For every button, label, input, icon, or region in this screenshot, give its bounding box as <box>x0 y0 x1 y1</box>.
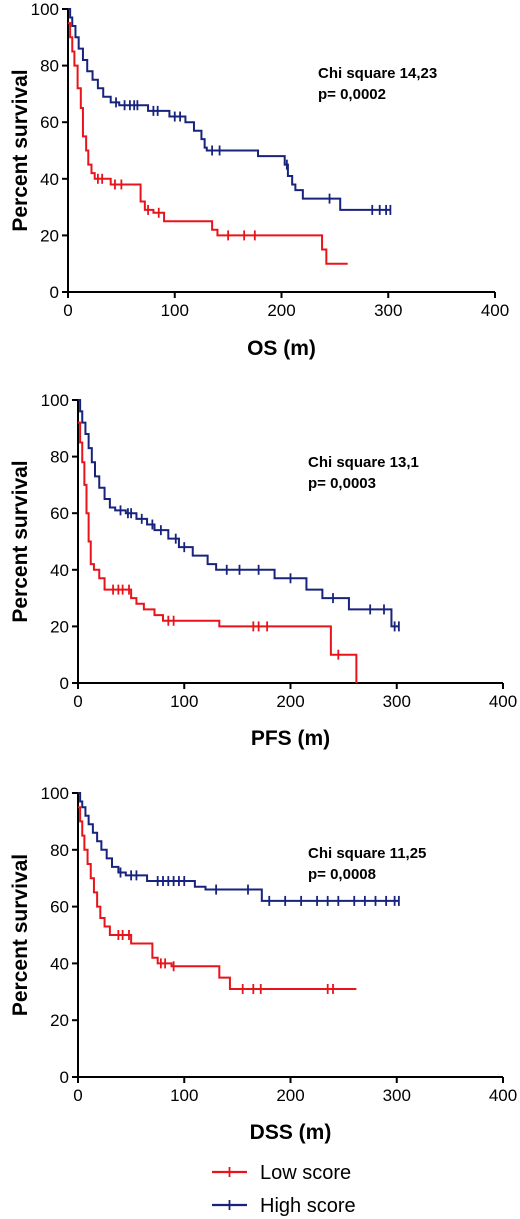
y-axis-label: Percent survival <box>9 460 32 622</box>
x-tick-label: 300 <box>383 1086 411 1105</box>
x-axis-label: DSS (m) <box>250 1121 332 1144</box>
y-tick-label: 60 <box>50 898 69 917</box>
series-line-high-score <box>78 399 399 628</box>
x-tick-label: 100 <box>170 692 198 711</box>
x-tick-label: 200 <box>267 301 295 320</box>
y-tick-label: 40 <box>50 561 69 580</box>
y-axis-label: Percent survival <box>9 854 32 1016</box>
x-tick-label: 300 <box>383 692 411 711</box>
x-tick-label: 400 <box>489 1086 517 1105</box>
x-tick-label: 300 <box>374 301 402 320</box>
chart-panel-2: 0 20 40 60 80 100 0 100 200 300 400 PFS (m) Percent … <box>9 391 517 750</box>
series-line-low-score <box>78 806 357 990</box>
chart-panel-1: 0 20 40 60 80 100 0 100 200 300 400 OS (m) Percent s… <box>9 0 509 360</box>
series-line-low-score <box>68 22 348 265</box>
y-tick-label: 100 <box>41 391 69 410</box>
x-tick-label: 400 <box>489 692 517 711</box>
legend-label: Low score <box>260 1162 351 1184</box>
stat-annotation: p= 0,0008 <box>308 866 376 883</box>
y-tick-label: 20 <box>50 1011 69 1030</box>
y-tick-label: 100 <box>31 0 59 19</box>
x-axis-label: PFS (m) <box>251 727 330 750</box>
y-tick-label: 100 <box>41 784 69 803</box>
x-tick-label: 0 <box>63 301 72 320</box>
series-line-low-score <box>78 421 358 683</box>
legend: Low score High score <box>212 1162 356 1217</box>
y-tick-label: 0 <box>50 283 59 302</box>
legend-label: High score <box>260 1195 356 1217</box>
y-tick-label: 80 <box>50 841 69 860</box>
x-tick-label: 100 <box>170 1086 198 1105</box>
y-tick-label: 40 <box>40 170 59 189</box>
x-tick-label: 0 <box>73 692 82 711</box>
stat-annotation: Chi square 14,23 <box>318 65 437 82</box>
y-tick-label: 60 <box>50 504 69 523</box>
x-tick-label: 0 <box>73 1086 82 1105</box>
x-tick-label: 100 <box>161 301 189 320</box>
stat-annotation: Chi square 11,25 <box>308 845 426 862</box>
series-line-high-score <box>78 792 399 902</box>
y-tick-label: 20 <box>50 617 69 636</box>
stat-annotation: p= 0,0003 <box>308 475 376 492</box>
y-tick-label: 60 <box>40 113 59 132</box>
series-line-high-score <box>68 8 391 211</box>
stat-annotation: p= 0,0002 <box>318 86 386 103</box>
y-axis-label: Percent survival <box>9 69 32 231</box>
x-tick-label: 200 <box>276 1086 304 1105</box>
stat-annotation: Chi square 13,1 <box>308 454 419 471</box>
x-tick-label: 400 <box>481 301 509 320</box>
y-tick-label: 0 <box>60 674 69 693</box>
y-tick-label: 0 <box>60 1068 69 1087</box>
y-tick-label: 80 <box>40 57 59 76</box>
y-tick-label: 80 <box>50 448 69 467</box>
chart-panel-3: 0 20 40 60 80 100 0 100 200 300 400 DSS (m) Percent … <box>9 784 517 1144</box>
y-tick-label: 40 <box>50 954 69 973</box>
x-tick-label: 200 <box>276 692 304 711</box>
y-tick-label: 20 <box>40 226 59 245</box>
x-axis-label: OS (m) <box>247 337 316 360</box>
